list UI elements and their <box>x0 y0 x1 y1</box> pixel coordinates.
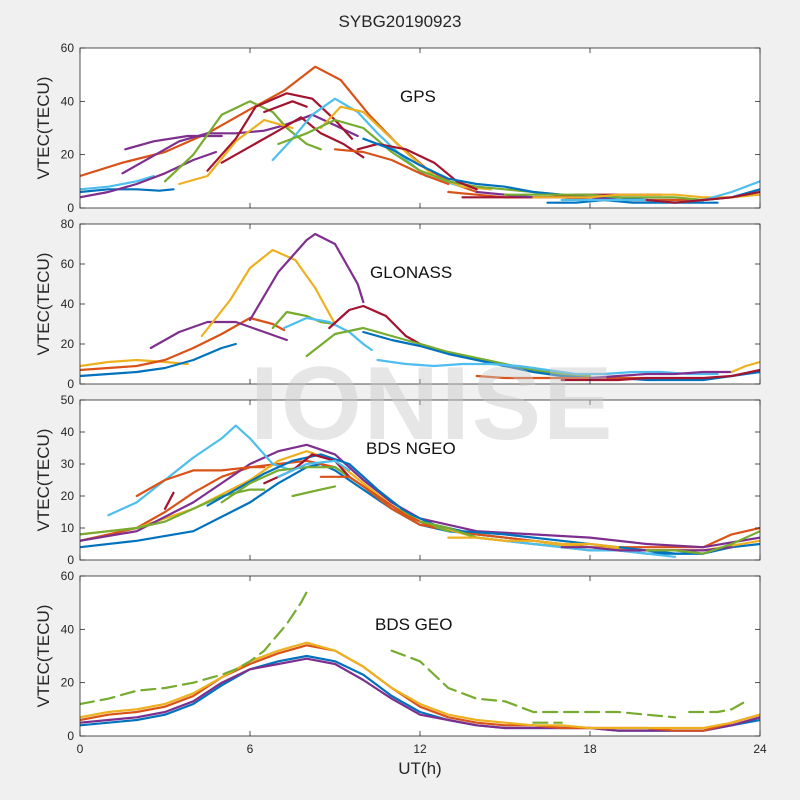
series-line-1-11 <box>263 100 308 114</box>
series-line-4-5 <box>80 590 308 706</box>
series-line-3-8 <box>135 466 266 498</box>
panel-label-2: GLONASS <box>370 263 452 282</box>
series-line-3-16 <box>503 539 677 558</box>
series-line-2-14 <box>560 368 760 382</box>
y-tick-label: 20 <box>61 489 75 503</box>
series-line-4-8 <box>688 700 747 714</box>
series-line-2-5 <box>200 248 337 338</box>
y-tick-label: 50 <box>61 393 75 407</box>
series-line-2-4 <box>149 320 288 350</box>
series-line-2-16 <box>730 360 760 374</box>
series-line-1-4 <box>80 150 218 199</box>
series-line-1-10 <box>220 116 365 164</box>
y-tick-label: 20 <box>61 337 75 351</box>
series-line-1-15 <box>333 148 450 186</box>
series-line-3-19 <box>645 530 760 555</box>
y-tick-label: 60 <box>61 41 75 55</box>
series-line-1-23 <box>546 198 719 204</box>
y-axis-label-2: VTEC(TECU) <box>34 253 53 356</box>
y-tick-label: 0 <box>67 729 74 743</box>
series-line-3-4 <box>80 443 760 549</box>
y-tick-label: 60 <box>61 257 75 271</box>
series-line-1-14 <box>277 118 563 196</box>
x-tick-label: 6 <box>247 742 254 756</box>
plot-area-1 <box>80 48 760 208</box>
y-tick-label: 40 <box>61 297 75 311</box>
y-tick-label: 0 <box>67 377 74 391</box>
y-tick-label: 80 <box>61 217 75 231</box>
series-line-1-7 <box>163 100 322 183</box>
y-tick-label: 0 <box>67 201 74 215</box>
series-line-3-7 <box>107 424 294 517</box>
panel-label-3: BDS NGEO <box>366 439 456 458</box>
series-line-2-11 <box>362 330 760 382</box>
series-line-2-6 <box>248 232 365 322</box>
y-tick-label: 40 <box>61 425 75 439</box>
series-line-1-13 <box>319 105 492 191</box>
series-line-1-2 <box>80 188 175 194</box>
y-tick-label: 30 <box>61 457 75 471</box>
series-line-3-17 <box>447 536 620 549</box>
series-line-3-13 <box>277 459 351 478</box>
y-tick-label: 40 <box>61 622 75 636</box>
y-axis-label-3: VTEC(TECU) <box>34 429 53 532</box>
y-tick-label: 60 <box>61 569 75 583</box>
x-axis-label: UT(h) <box>398 759 442 778</box>
y-tick-label: 10 <box>61 521 75 535</box>
series-line-1-25 <box>645 190 760 204</box>
series-line-2-2 <box>80 342 237 378</box>
panel-label-4: BDS GEO <box>375 615 452 634</box>
series-line-2-8 <box>282 316 373 352</box>
y-tick-label: 20 <box>61 676 75 690</box>
y-tick-label: 20 <box>61 148 75 162</box>
plot-area-2 <box>80 224 760 384</box>
x-tick-label: 0 <box>77 742 84 756</box>
y-axis-label-4: VTEC(TECU) <box>34 605 53 708</box>
x-tick-label: 24 <box>753 742 767 756</box>
series-line-1-16 <box>356 142 478 191</box>
series-line-1-8 <box>178 118 294 186</box>
series-line-3-9 <box>163 491 175 510</box>
series-line-1-18 <box>447 190 705 202</box>
y-tick-label: 40 <box>61 94 75 108</box>
x-tick-label: 12 <box>413 742 427 756</box>
series-line-2-15 <box>588 370 733 380</box>
y-axis-label-1: VTEC(TECU) <box>34 77 53 180</box>
series-line-2-13 <box>475 374 648 380</box>
series-line-2-7 <box>271 310 337 330</box>
series-line-1-3 <box>80 174 155 191</box>
series-line-2-10 <box>305 326 592 378</box>
series-line-1-21 <box>503 193 733 202</box>
series-line-4-4 <box>80 641 760 730</box>
series-line-4-2 <box>80 657 760 732</box>
series-line-3-6 <box>291 485 337 498</box>
plot-area-4 <box>80 576 760 736</box>
figure-title: SYBG20190923 <box>338 12 462 31</box>
series-line-3-5 <box>80 488 266 536</box>
y-tick-label: 0 <box>67 553 74 567</box>
series-line-1-6 <box>124 134 223 151</box>
series-line-3-14 <box>319 475 436 530</box>
series-line-2-1 <box>80 358 189 368</box>
x-tick-label: 18 <box>583 742 597 756</box>
series-line-4-6 <box>390 649 677 719</box>
panel-label-1: GPS <box>400 87 436 106</box>
series-line-3-3 <box>80 450 760 552</box>
plot-area-3 <box>80 400 760 560</box>
series-line-2-12 <box>376 358 719 376</box>
series-line-2-3 <box>80 316 286 372</box>
